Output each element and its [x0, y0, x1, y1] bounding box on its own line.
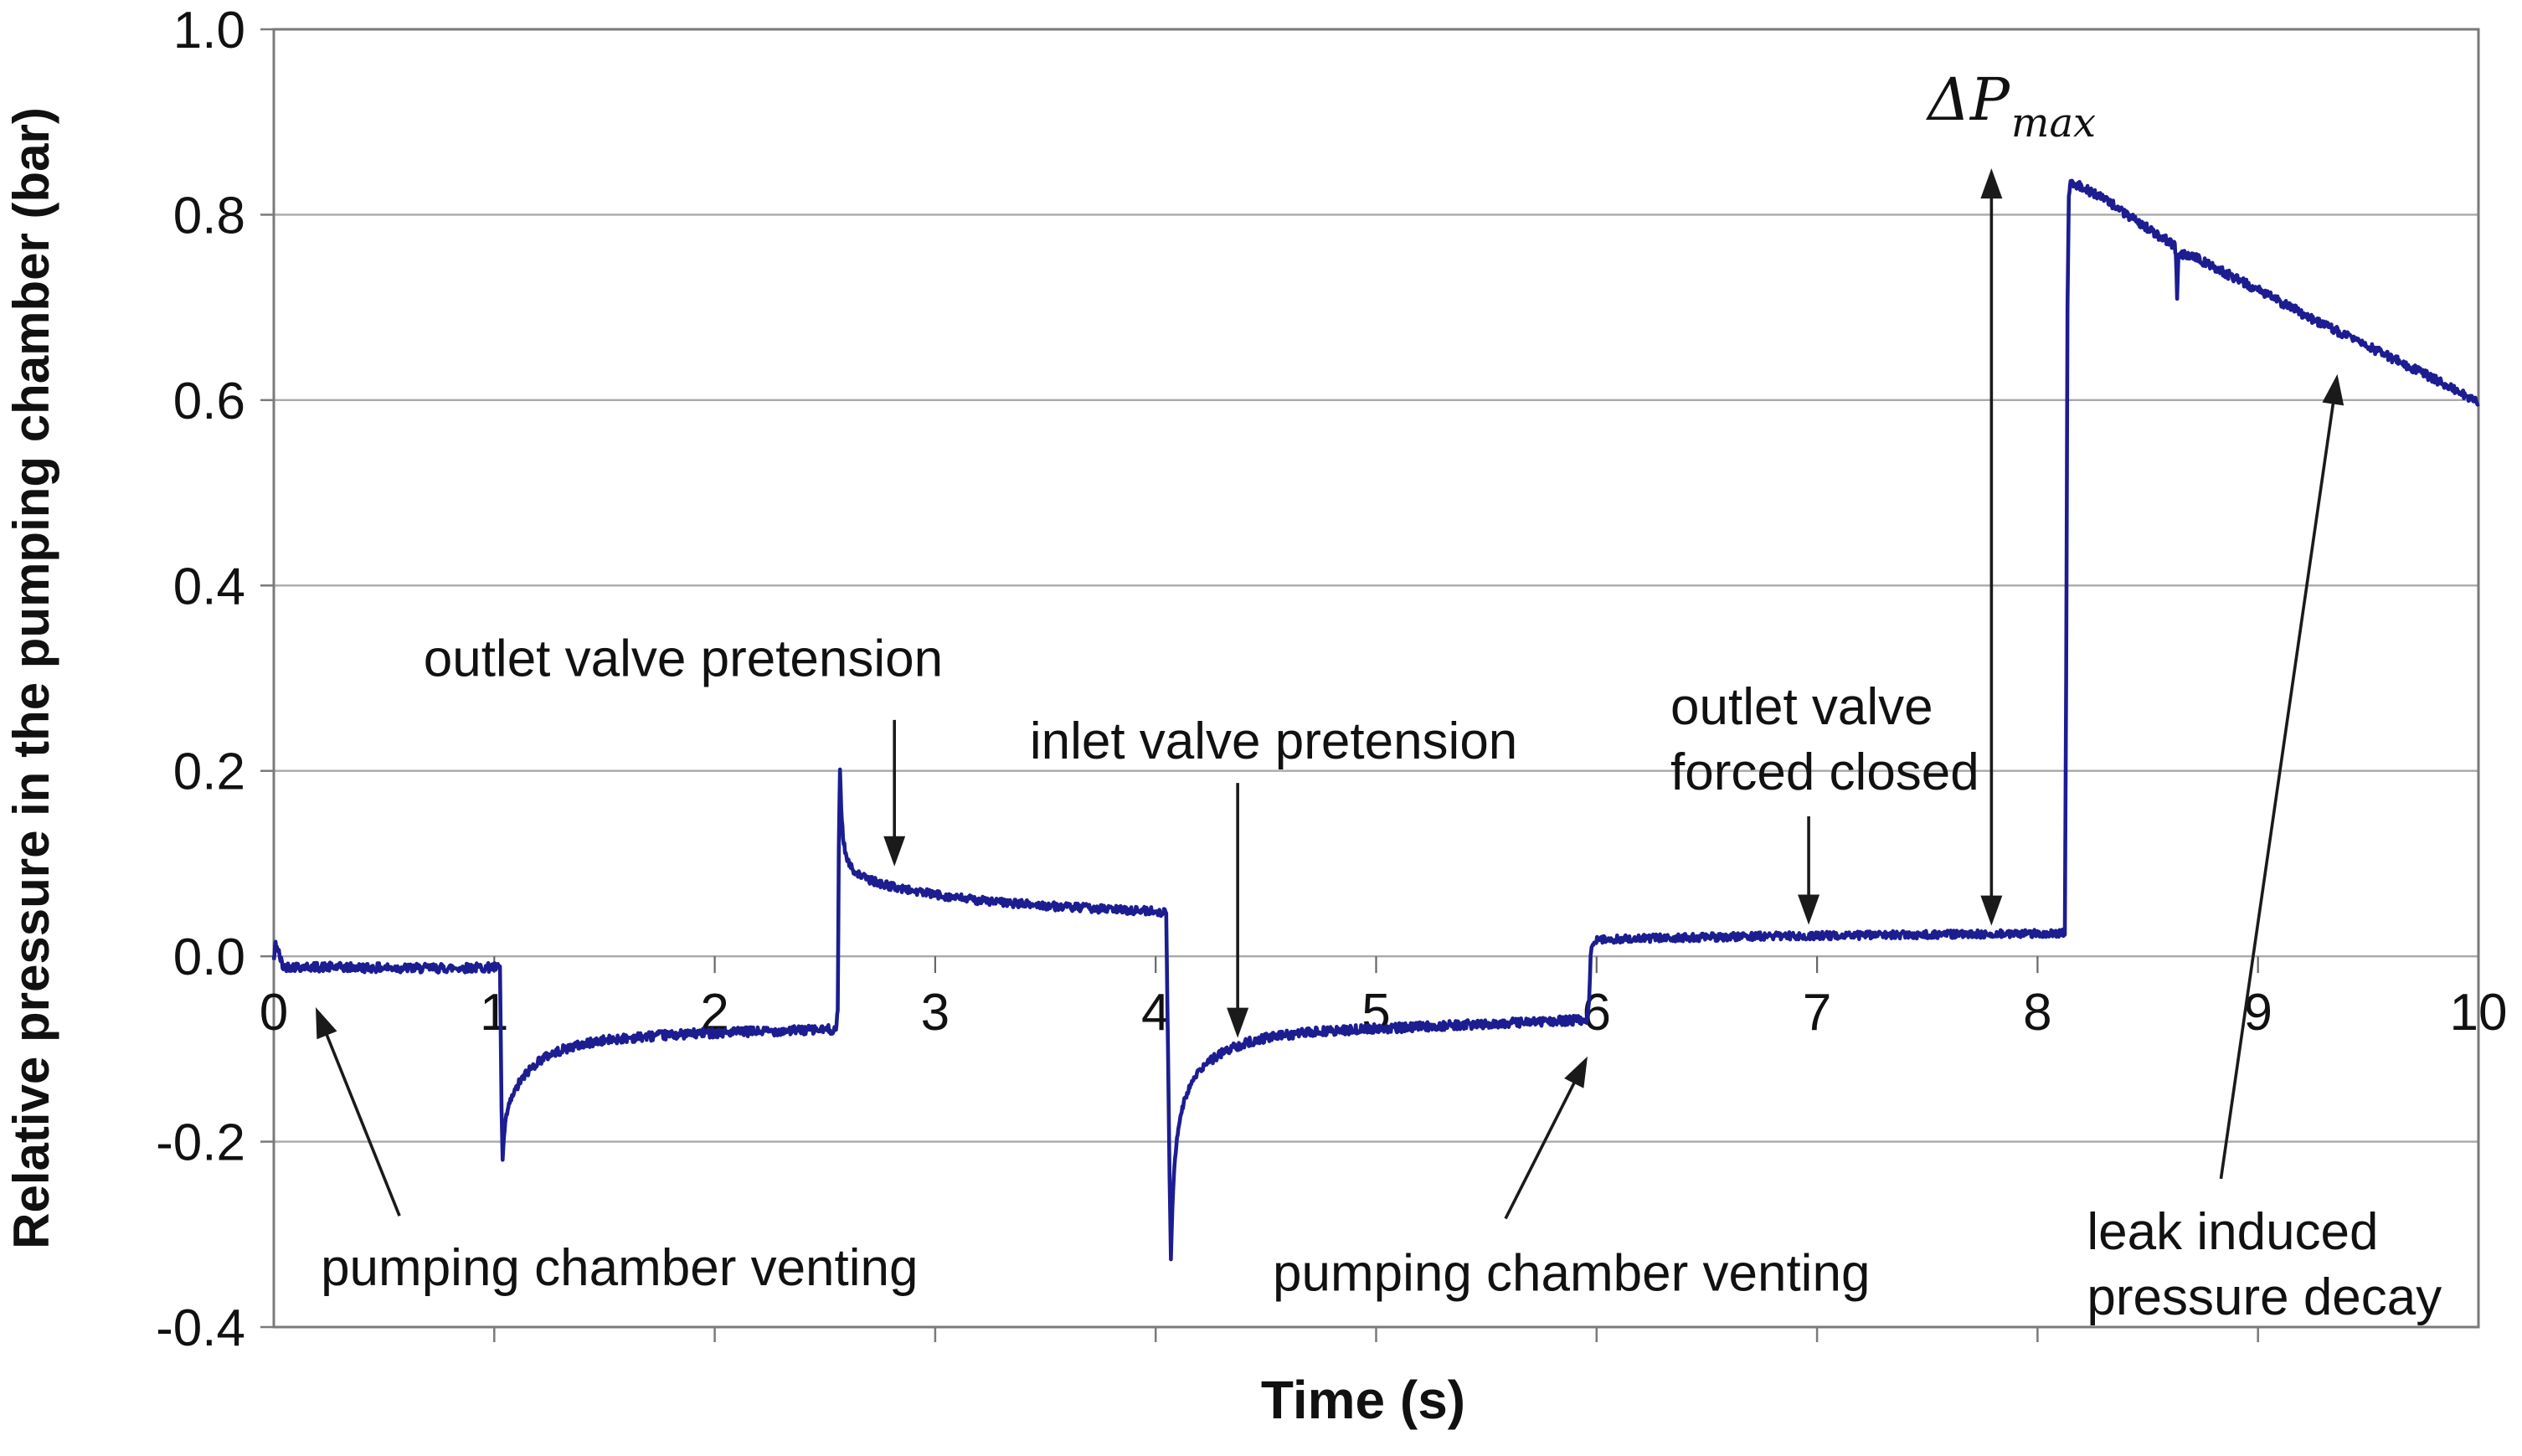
outlet-forced-closed-arrowhead [1798, 894, 1820, 925]
plot-border-rect [272, 28, 2480, 1329]
x-tick-label: 7 [1803, 984, 1831, 1042]
y-tick-label: 0.0 [173, 929, 245, 986]
inlet-pretension-arrowhead [1227, 1007, 1249, 1038]
y-tick-label: 0.6 [173, 373, 245, 430]
delta-p-max-label: ΔPmax [1925, 65, 2096, 147]
y-axis-title: Relative pressure in the pumping chamber… [3, 107, 59, 1249]
y-tick-label: -0.4 [156, 1299, 245, 1357]
delta-p-max-arrowhead [1980, 895, 2003, 926]
x-tick-label: 8 [2023, 984, 2051, 1042]
x-tick-label: 4 [1141, 984, 1170, 1042]
venting-1-arrowhead [316, 1007, 337, 1040]
outlet-pretension-arrowhead [883, 836, 906, 867]
leak-decay-label: leak induced [2087, 1203, 2378, 1261]
venting-2-arrow-line [1504, 1078, 1578, 1220]
leak-decay-label: pressure decay [2087, 1268, 2442, 1326]
tick-marks [260, 28, 2259, 1342]
venting-2-arrowhead [1564, 1056, 1588, 1088]
y-tick-label: 0.2 [173, 743, 245, 801]
tick-labels: 1.00.80.60.40.20.0-0.2-0.40 1 2 3 4 5 6 7 8 9 10 [156, 2, 2507, 1357]
x-axis-title: Time (s) [1261, 1370, 1465, 1430]
y-tick-label: 1.0 [173, 2, 245, 59]
x-tick-label: 0 [260, 984, 288, 1042]
pressure-trace-line [271, 178, 2480, 1262]
venting-2-label: pumping chamber venting [1273, 1245, 1870, 1303]
outlet-forced-closed-label: forced closed [1670, 743, 1979, 801]
plot-border [272, 28, 2480, 1329]
x-tick-label: 10 [2450, 984, 2508, 1042]
pressure-trace [271, 178, 2480, 1262]
annotation-arrows [316, 168, 2344, 1220]
x-tick-label: 3 [921, 984, 950, 1042]
leak-decay-arrow-line [2219, 399, 2335, 1180]
inlet-pretension-label: inlet valve pretension [1030, 713, 1517, 770]
outlet-forced-closed-label: outlet valve [1670, 678, 1933, 736]
leak-decay-arrowhead [2322, 373, 2344, 406]
x-tick-label: 1 [480, 984, 508, 1042]
outlet-pretension-label: outlet valve pretension [424, 630, 943, 688]
annotation-texts: pumping chamber venting outlet valve pret… [321, 65, 2442, 1326]
delta-p-max-arrowhead-start [1980, 168, 2003, 199]
y-tick-label: 0.8 [173, 187, 245, 244]
venting-1-arrow-line [323, 1030, 401, 1217]
y-tick-label: -0.2 [156, 1114, 245, 1172]
venting-1-label: pumping chamber venting [321, 1239, 918, 1297]
y-tick-label: 0.4 [173, 558, 245, 615]
